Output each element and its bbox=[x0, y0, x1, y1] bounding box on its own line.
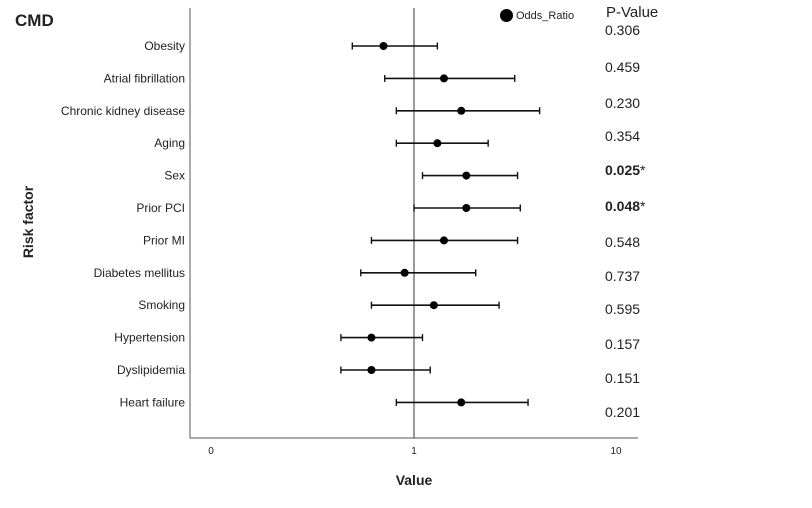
pvalue-label: 0.025* bbox=[605, 162, 646, 178]
odds-ratio-point bbox=[400, 268, 409, 277]
legend-marker bbox=[500, 9, 513, 22]
category-label: Atrial fibrillation bbox=[104, 71, 185, 85]
pvalue-label: 0.151 bbox=[605, 370, 640, 386]
pvalue-label: 0.459 bbox=[605, 59, 640, 75]
pvalue-value: 0.230 bbox=[605, 95, 641, 111]
pvalue-value: 0.151 bbox=[605, 370, 641, 386]
legend-label: Odds_Ratio bbox=[516, 9, 575, 22]
pvalue-label: 0.548 bbox=[605, 234, 640, 250]
pvalue-value: 0.048 bbox=[605, 198, 641, 214]
odds-ratio-point bbox=[429, 301, 438, 310]
odds-ratio-point bbox=[439, 74, 448, 83]
odds-ratio-point bbox=[439, 236, 448, 245]
pvalue-value: 0.354 bbox=[605, 128, 641, 144]
pvalue-label: 0.157 bbox=[605, 336, 640, 352]
pvalue-value: 0.548 bbox=[605, 234, 641, 250]
category-label: Prior MI bbox=[143, 233, 185, 247]
pvalue-label: 0.354 bbox=[605, 128, 640, 144]
x-tick-label: 10 bbox=[610, 446, 622, 457]
odds-ratio-point bbox=[433, 139, 442, 148]
pvalue-value: 0.737 bbox=[605, 268, 641, 284]
odds-ratio-point bbox=[462, 204, 471, 212]
category-label: Chronic kidney disease bbox=[61, 104, 185, 118]
x-tick-label: 1 bbox=[411, 446, 417, 457]
pvalue-value: 0.459 bbox=[605, 59, 641, 75]
category-label: Obesity bbox=[144, 39, 185, 53]
category-label: Prior PCI bbox=[136, 201, 185, 215]
panel-title: CMD bbox=[15, 11, 54, 30]
pvalue-value: 0.306 bbox=[605, 22, 641, 38]
pvalue-value: 0.595 bbox=[605, 301, 641, 317]
odds-ratio-point bbox=[462, 171, 471, 180]
pvalue-header: P-Value bbox=[606, 4, 659, 21]
legend: Odds_Ratio bbox=[500, 9, 574, 22]
odds-ratio-point bbox=[457, 106, 466, 115]
pvalue-label: 0.306 bbox=[605, 22, 640, 38]
odds-ratio-point bbox=[457, 398, 466, 407]
significance-marker: * bbox=[640, 162, 646, 178]
pvalue-label: 0.201 bbox=[605, 404, 640, 420]
odds-ratio-point bbox=[367, 333, 376, 342]
category-label: Heart failure bbox=[120, 395, 186, 409]
odds-ratio-point bbox=[367, 366, 376, 374]
category-label: Smoking bbox=[138, 298, 185, 312]
significance-marker: * bbox=[640, 198, 646, 214]
pvalue-value: 0.201 bbox=[605, 404, 641, 420]
pvalue-value: 0.025 bbox=[605, 162, 641, 178]
category-label: Sex bbox=[164, 169, 185, 183]
pvalue-label: 0.737 bbox=[605, 268, 640, 284]
category-label: Dyslipidemia bbox=[117, 363, 185, 377]
pvalue-label: 0.048* bbox=[605, 198, 646, 214]
pvalue-label: 0.595 bbox=[605, 301, 640, 317]
x-tick-label: 0 bbox=[208, 446, 214, 457]
category-label: Hypertension bbox=[114, 331, 185, 345]
x-axis-title: Value bbox=[395, 472, 433, 488]
pvalue-value: 0.157 bbox=[605, 336, 641, 352]
odds-ratio-point bbox=[379, 42, 388, 50]
category-label: Aging bbox=[154, 136, 185, 150]
category-label: Diabetes mellitus bbox=[94, 266, 185, 280]
pvalue-label: 0.230 bbox=[605, 95, 640, 111]
